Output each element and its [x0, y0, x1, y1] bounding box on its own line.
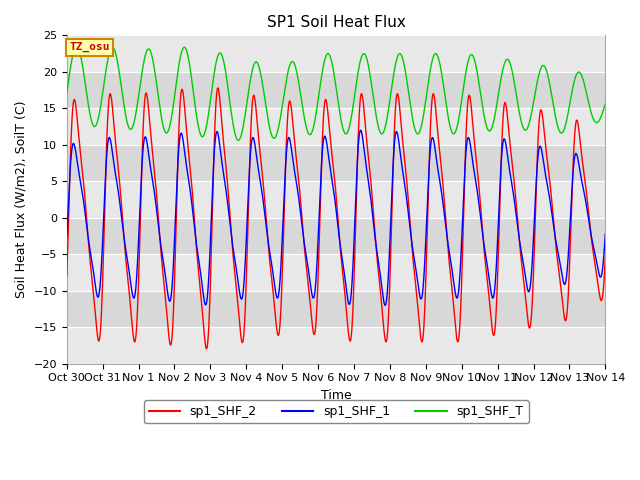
X-axis label: Time: Time [321, 389, 351, 402]
sp1_SHF_1 [63, 235, 70, 240]
Line: sp1_SHF_2: sp1_SHF_2 [67, 88, 605, 349]
sp1_SHF_2 [591, 261, 599, 267]
Bar [67, 108, 605, 145]
sp1_SHF_T [63, 90, 70, 96]
sp1_SHF_1 [156, 238, 164, 243]
sp1_SHF_1 [533, 165, 541, 171]
sp1_SHF_1 [356, 127, 364, 133]
sp1_SHF_T [602, 101, 609, 107]
sp1_SHF_2 [203, 346, 211, 352]
sp1_SHF_2 [63, 274, 70, 279]
sp1_SHF_2 [124, 279, 132, 285]
sp1_SHF_2 [156, 239, 164, 245]
Title: SP1 Soil Heat Flux: SP1 Soil Heat Flux [267, 15, 406, 30]
sp1_SHF_2 [602, 255, 609, 261]
sp1_SHF_1 [602, 231, 609, 237]
sp1_SHF_1 [269, 273, 277, 278]
sp1_SHF_T [270, 135, 278, 141]
sp1_SHF_1 [381, 302, 389, 308]
sp1_SHF_2 [270, 295, 278, 300]
Bar [67, 181, 605, 218]
sp1_SHF_T [293, 71, 301, 76]
Bar [67, 254, 605, 291]
Bar [67, 327, 605, 364]
sp1_SHF_2 [214, 85, 221, 91]
sp1_SHF_2 [293, 161, 301, 167]
Text: TZ_osu: TZ_osu [70, 42, 110, 52]
sp1_SHF_2 [533, 161, 541, 167]
sp1_SHF_T [157, 108, 164, 114]
Y-axis label: Soil Heat Flux (W/m2), SoilT (C): Soil Heat Flux (W/m2), SoilT (C) [15, 101, 28, 298]
sp1_SHF_T [234, 137, 242, 143]
Bar [67, 36, 605, 72]
sp1_SHF_1 [591, 251, 599, 257]
sp1_SHF_1 [292, 181, 300, 187]
sp1_SHF_T [125, 123, 132, 129]
Line: sp1_SHF_T: sp1_SHF_T [67, 46, 605, 140]
sp1_SHF_T [73, 43, 81, 49]
Line: sp1_SHF_1: sp1_SHF_1 [67, 130, 605, 305]
sp1_SHF_1 [124, 262, 132, 268]
Legend: sp1_SHF_2, sp1_SHF_1, sp1_SHF_T: sp1_SHF_2, sp1_SHF_1, sp1_SHF_T [143, 400, 529, 423]
sp1_SHF_T [591, 119, 599, 125]
sp1_SHF_T [533, 80, 541, 86]
